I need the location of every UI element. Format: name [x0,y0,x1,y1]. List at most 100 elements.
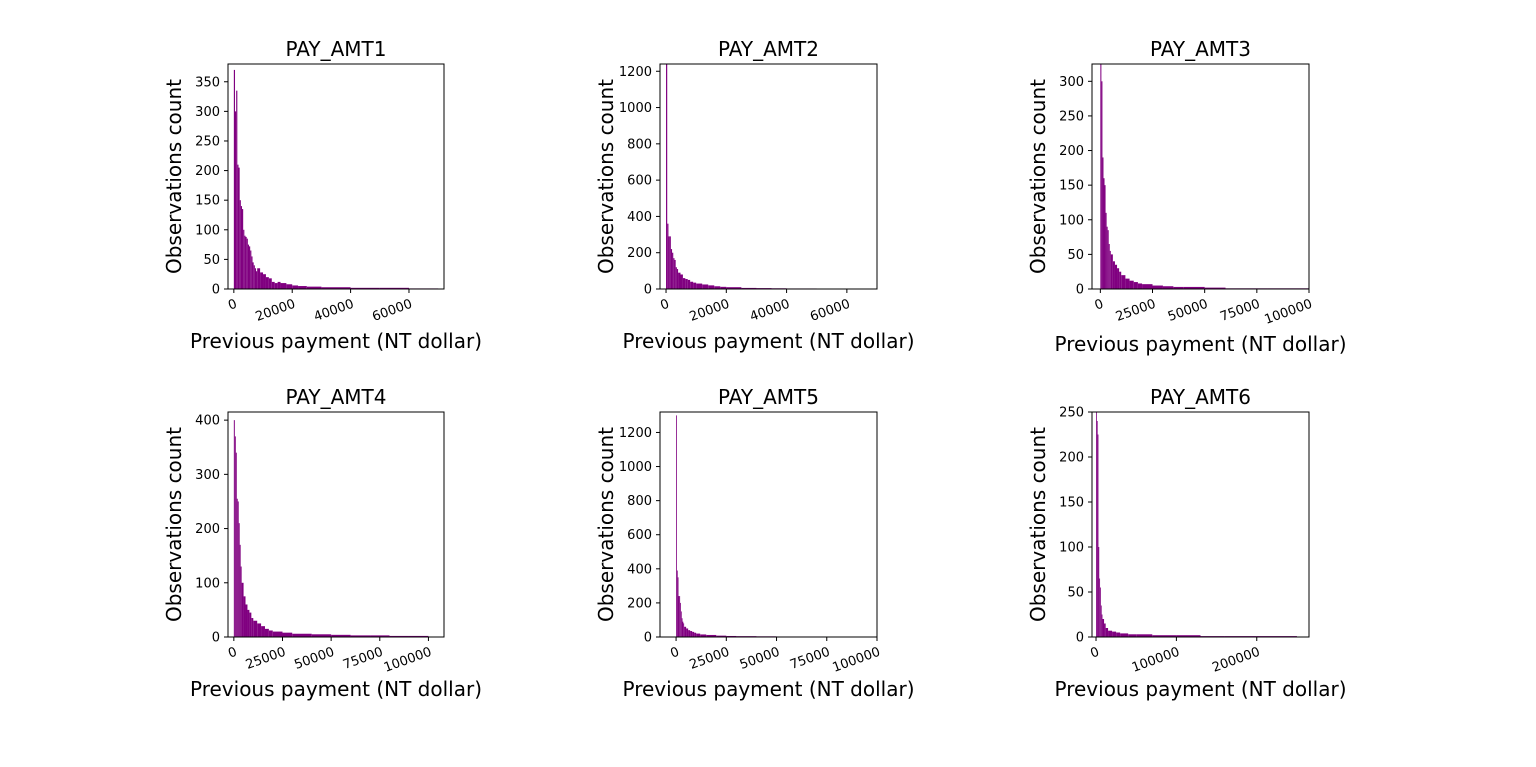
histogram-bar [237,501,239,637]
y-tick-label: 200 [195,522,220,537]
axes-frame [659,411,878,638]
x-tick-label: 25000 [688,645,732,673]
histogram-bar [669,236,671,289]
histogram-bar [241,582,244,637]
y-tick-label: 400 [627,562,652,577]
histogram-bar [1152,635,1177,637]
histogram-bar [408,635,429,637]
y-tick-label: 300 [195,105,220,120]
histogram-bar [1173,286,1184,289]
chart-title: PAY_AMT4 [285,385,386,409]
histogram-bars [666,64,862,289]
histogram-bar [1098,547,1100,637]
histogram-bar [251,618,254,637]
histogram-bars [1096,412,1297,637]
histogram-bars [1100,64,1309,289]
y-tick-label: 200 [1059,451,1084,466]
x-tick-label: 200000 [1210,645,1262,676]
histogram-bar [265,277,269,289]
y-tick-label: 100 [195,576,220,591]
histogram-bar [239,200,241,289]
histogram-bar [250,250,252,289]
histogram-bar [673,258,675,289]
histogram-bar [680,602,681,637]
histogram-bar [670,249,673,289]
histogram-bar [272,631,283,637]
histogram-bar [277,281,281,289]
chart-title: PAY_AMT6 [1150,385,1251,409]
histogram-bar [1103,178,1105,289]
x-tick-label: 50000 [293,645,337,673]
histogram-bar [311,634,332,637]
histogram-bar [720,286,727,289]
histogram-panel: 0 50 100 150 200 250 300 350 0 20000 40000 60000 PAY… [162,37,482,353]
histogram-bar [690,631,693,637]
histogram-bar [1101,614,1103,637]
histogram-bar [682,621,684,637]
x-axis-label: Previous payment (NT dollar) [1055,332,1347,356]
histogram-bar [280,283,287,289]
chart-title: PAY_AMT1 [285,37,386,61]
y-axis-label: Observations count [594,427,618,622]
y-tick-label: 50 [203,253,220,268]
y-tick-label: 350 [195,75,220,90]
histogram-bar [676,570,678,637]
histogram-bars [233,69,439,289]
histogram-bar [298,286,307,289]
histogram-bar [692,631,695,637]
x-tick-label: 25000 [1114,297,1158,325]
axes-frame [1091,411,1310,638]
histogram-bar [256,271,258,289]
histogram-bar [678,272,681,289]
histogram-bar [696,633,701,637]
histogram-bars [676,415,877,637]
histogram-bar [1100,605,1102,637]
histogram-bar [708,285,715,289]
histogram-bar [696,283,703,289]
x-tick-label: 20000 [254,297,298,325]
histogram-bar [242,209,244,289]
y-tick-label: 300 [195,468,220,483]
histogram-bar [1100,64,1102,289]
x-tick-label: 20000 [688,297,732,325]
y-axis-label: Observations count [1026,79,1050,274]
y-tick-label: 0 [212,631,220,646]
histogram-bar [240,566,242,637]
x-axis-label: Previous payment (NT dollar) [623,329,915,353]
histogram-bar [1112,261,1115,289]
y-tick-label: 100 [1059,213,1084,228]
x-tick-label: 50000 [1166,297,1210,325]
histogram-bar [741,287,757,289]
histogram-bar [1121,275,1126,289]
histogram-bar [1133,282,1138,289]
histogram-bar [680,611,682,637]
y-tick-label: 1000 [619,460,652,475]
x-tick-label: 100000 [1130,645,1182,676]
y-axis-label: Observations count [162,427,186,622]
histogram-bar [292,633,312,637]
histogram-bar [693,282,697,289]
x-tick-label: 100000 [382,645,434,676]
histogram-bar [237,164,239,289]
y-tick-label: 150 [1059,496,1084,511]
histogram-bar [257,268,261,289]
histogram-bar [271,281,275,289]
histogram-bar [1104,185,1106,289]
histogram-bar [682,278,686,289]
y-tick-label: 0 [644,283,652,298]
histogram-bar [245,236,247,289]
histogram-bar [1102,619,1105,637]
histogram-bar [1100,587,1101,637]
y-tick-label: 1000 [619,101,652,116]
histogram-bar [1117,268,1120,289]
x-axis-label: Previous payment (NT dollar) [1055,677,1347,701]
y-tick-label: 50 [1067,586,1084,601]
histogram-bar [268,630,273,637]
histogram-bar [668,236,670,289]
histogram-bar [1096,412,1097,637]
histogram-bar [1105,628,1109,637]
histogram-bar [240,206,243,289]
histogram-bar [1104,623,1106,637]
histogram-bar [249,246,251,289]
y-tick-label: 100 [1059,541,1084,556]
